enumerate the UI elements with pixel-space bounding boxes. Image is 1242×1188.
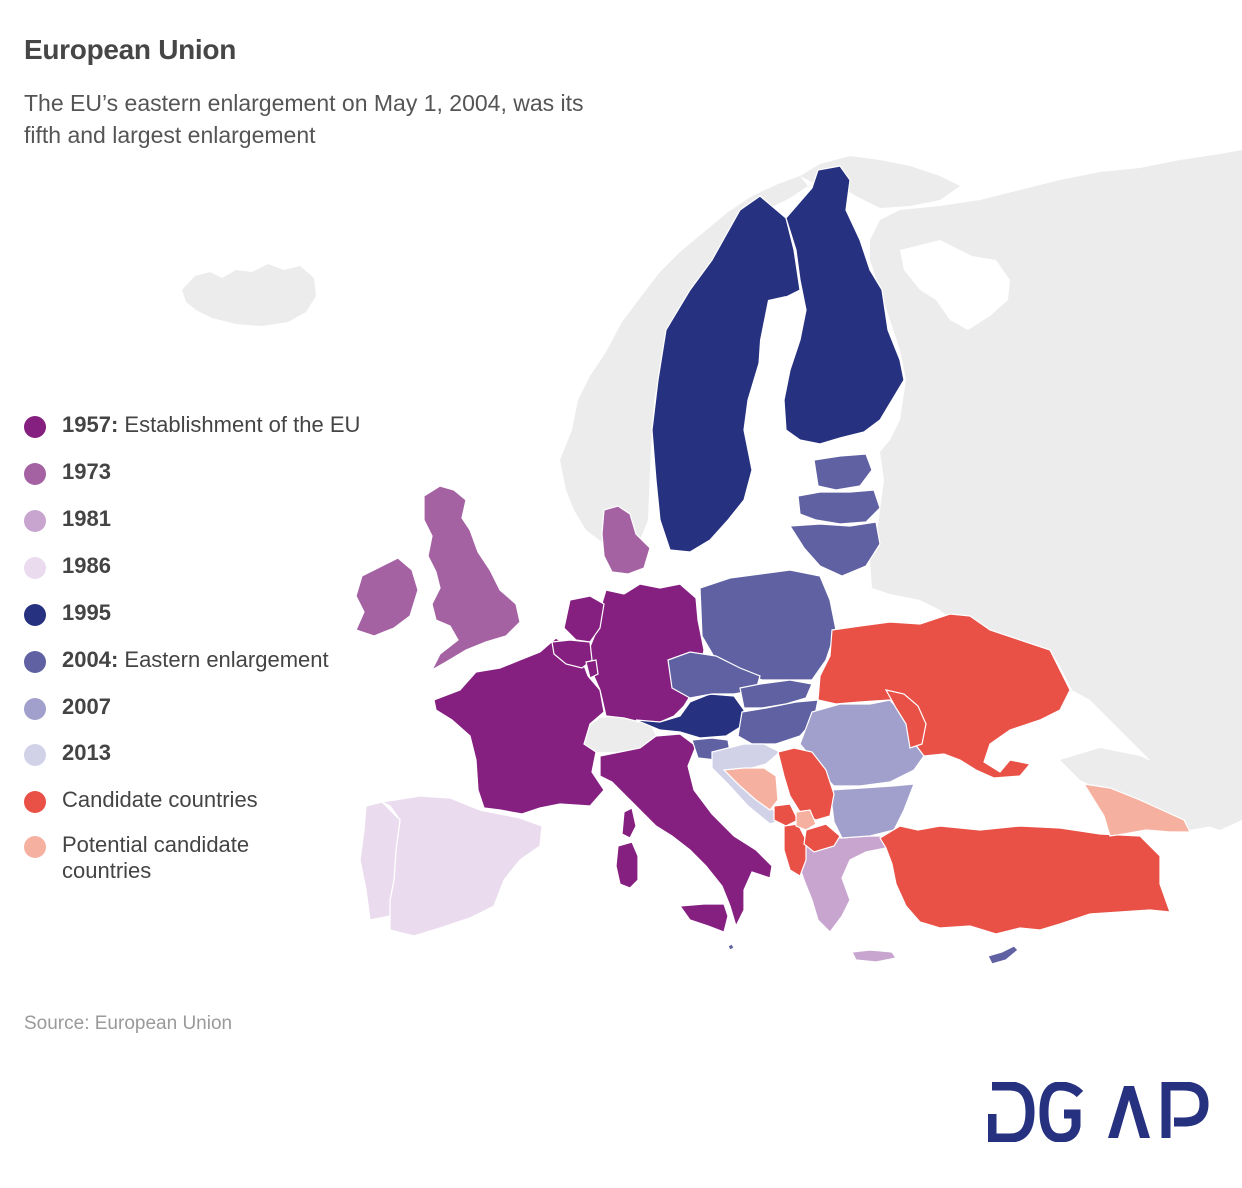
netherlands bbox=[563, 595, 605, 643]
north-macedonia bbox=[803, 823, 841, 853]
legend-label: 1957: Establishment of the EU bbox=[62, 412, 361, 437]
group-1973 bbox=[355, 485, 651, 672]
moldova bbox=[884, 689, 927, 749]
legend-label: 2004: Eastern enlargement bbox=[62, 647, 329, 672]
legend-label: 1973 bbox=[62, 459, 111, 484]
group-2007 bbox=[799, 699, 925, 839]
source-note: Source: European Union bbox=[24, 1013, 233, 1034]
legend-item-2004: 2004: Eastern enlargement bbox=[24, 647, 329, 673]
slovakia bbox=[739, 679, 813, 709]
cyprus bbox=[987, 945, 1019, 965]
italy bbox=[599, 733, 773, 928]
legend-label: Candidate countries bbox=[62, 787, 258, 812]
group-1981 bbox=[797, 835, 897, 963]
legend-dot-icon bbox=[24, 651, 46, 673]
white-sea bbox=[900, 240, 1010, 330]
sicily bbox=[678, 903, 729, 933]
legend-label: 1981 bbox=[62, 506, 111, 531]
legend-dot-icon bbox=[24, 698, 46, 720]
non-eu-landmass bbox=[182, 150, 1242, 830]
luxembourg bbox=[585, 659, 599, 679]
legend-dot-icon bbox=[24, 604, 46, 626]
kosovo bbox=[795, 809, 817, 831]
legend-item-2007: 2007 bbox=[24, 694, 111, 720]
portugal bbox=[359, 801, 401, 921]
page-title: European Union bbox=[24, 34, 237, 65]
norway bbox=[560, 176, 808, 548]
ireland bbox=[355, 557, 419, 637]
great-britain bbox=[423, 485, 521, 672]
dgap-logo bbox=[988, 1082, 1209, 1142]
legend-label: 1995 bbox=[62, 600, 111, 625]
ukraine bbox=[817, 613, 1071, 779]
legend-item-potential-candidate: Potential candidate countries bbox=[24, 832, 304, 884]
denmark bbox=[601, 505, 651, 575]
legend-item-candidate: Candidate countries bbox=[24, 787, 258, 813]
group-1986 bbox=[359, 795, 543, 937]
legend-item-2013: 2013 bbox=[24, 740, 111, 766]
bosnia-herzegovina bbox=[722, 767, 779, 811]
bulgaria bbox=[829, 783, 915, 839]
sweden bbox=[651, 195, 801, 553]
legend-item-1981: 1981 bbox=[24, 506, 111, 532]
sardinia bbox=[615, 841, 639, 889]
legend-item-1957: 1957: Establishment of the EU bbox=[24, 412, 360, 438]
legend-label: 1986 bbox=[62, 553, 111, 578]
france bbox=[433, 637, 605, 815]
group-potential-candidate bbox=[722, 767, 1191, 837]
austria bbox=[635, 693, 745, 739]
legend-dot-icon bbox=[24, 791, 46, 813]
group-candidate bbox=[773, 613, 1171, 935]
finland bbox=[783, 165, 905, 445]
legend-item-1973: 1973 bbox=[24, 459, 111, 485]
latvia bbox=[797, 489, 881, 525]
legend-dot-icon bbox=[24, 463, 46, 485]
serbia bbox=[777, 747, 835, 821]
iceland bbox=[182, 264, 316, 326]
georgia bbox=[1082, 783, 1191, 837]
page-subtitle: The EU’s eastern enlargement on May 1, 2… bbox=[24, 90, 584, 148]
albania bbox=[783, 823, 807, 877]
group-2004 bbox=[667, 453, 1019, 965]
montenegro bbox=[773, 803, 799, 827]
legend-dot-icon bbox=[24, 744, 46, 766]
estonia bbox=[813, 453, 873, 491]
switzerland bbox=[584, 716, 656, 752]
malta bbox=[727, 943, 735, 951]
legend-label: 2013 bbox=[62, 740, 111, 765]
group-1995 bbox=[635, 165, 905, 739]
legend-label: 2007 bbox=[62, 694, 111, 719]
spain bbox=[380, 795, 543, 937]
turkey bbox=[879, 825, 1171, 935]
legend-dot-icon bbox=[24, 416, 46, 438]
corsica bbox=[621, 807, 637, 839]
legend-dot-icon bbox=[24, 836, 46, 858]
russia-caucasus bbox=[1060, 748, 1220, 830]
legend-dot-icon bbox=[24, 510, 46, 532]
legend-dot-icon bbox=[24, 557, 46, 579]
lithuania bbox=[788, 521, 881, 577]
gulf-of-bothnia bbox=[748, 296, 792, 444]
crete bbox=[851, 949, 897, 963]
legend-item-1986: 1986 bbox=[24, 553, 111, 579]
legend-item-1995: 1995 bbox=[24, 600, 111, 626]
legend-label: Potential candidate countries bbox=[62, 832, 250, 883]
